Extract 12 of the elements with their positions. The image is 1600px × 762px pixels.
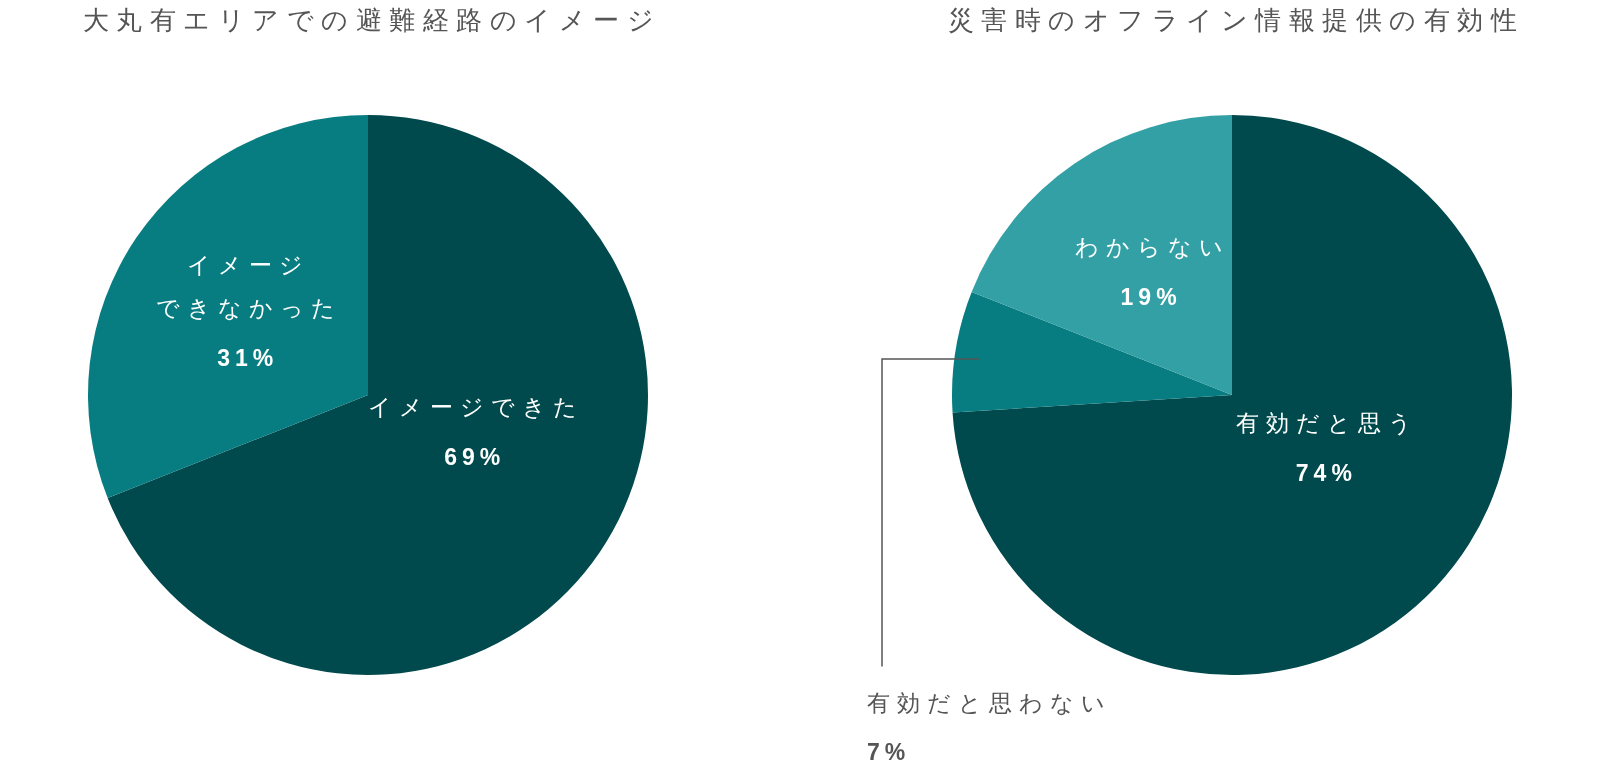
title: 大丸有エリアでの避難経路のイメージ	[82, 5, 661, 35]
data-label: 7%	[867, 738, 911, 762]
slice-label: イメージできなかった	[155, 252, 342, 322]
data-label: 19%	[1120, 284, 1182, 311]
title: 災害時のオフライン情報提供の有効性	[947, 5, 1524, 35]
slice-label: 有効だと思わない	[867, 689, 1112, 716]
data-label: 69%	[444, 444, 506, 471]
slice-label: 有効だと思う	[1235, 409, 1419, 436]
data-label: 74%	[1295, 459, 1357, 486]
slice-label: イメージできた	[367, 394, 584, 421]
data-label: 31%	[217, 345, 279, 372]
slice-label: わからない	[1074, 234, 1230, 261]
